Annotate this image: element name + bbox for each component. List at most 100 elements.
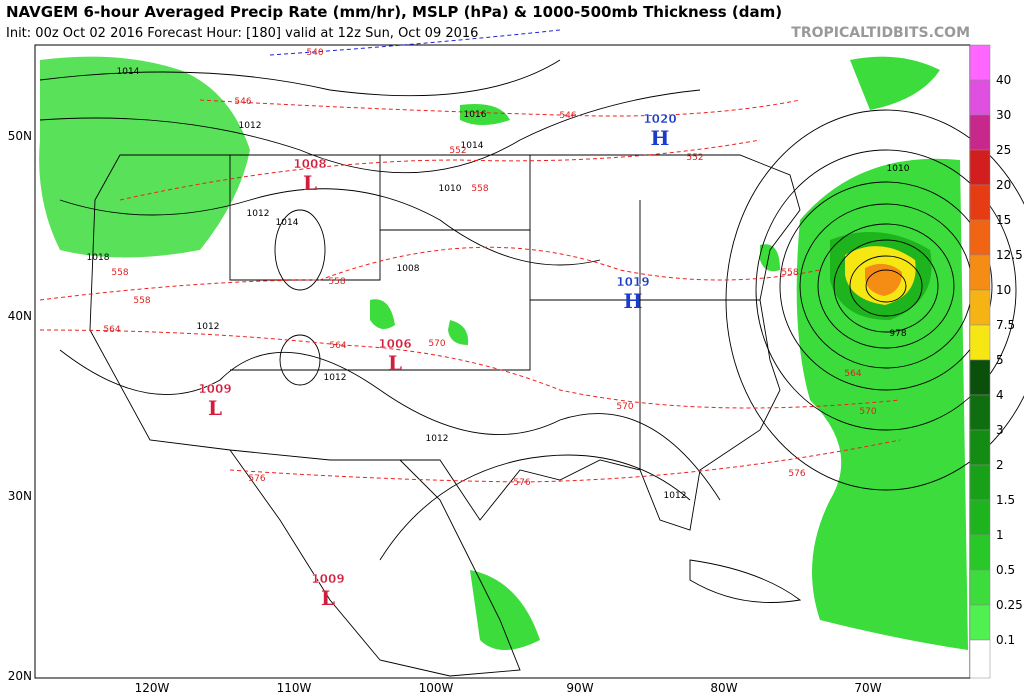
colorbar-label: 20 [996, 178, 1011, 192]
colorbar-segment [969, 464, 991, 501]
center-value: 1009 [198, 382, 231, 396]
center-letter: L [208, 396, 222, 420]
colorbar-segment [969, 114, 991, 151]
colorbar-segment [969, 499, 991, 536]
center-value: 1020 [643, 112, 676, 126]
colorbar-label: 15 [996, 213, 1011, 227]
lon-label: 90W [566, 681, 593, 695]
title: NAVGEM 6-hour Averaged Precip Rate (mm/h… [6, 3, 782, 21]
colorbar-segment [969, 534, 991, 571]
thickness-label: 558 [471, 184, 488, 194]
colorbar-segment [969, 254, 991, 291]
isobar-label: 1012 [247, 209, 270, 219]
center-letter: H [624, 289, 643, 313]
thickness-label: 570 [859, 407, 876, 417]
borders [89, 154, 802, 677]
thickness-label: 558 [328, 277, 345, 287]
lon-label: 80W [710, 681, 737, 695]
lat-label: 30N [8, 489, 32, 503]
colorbar-label: 3 [996, 423, 1004, 437]
isobar-label: 978 [889, 329, 906, 339]
thickness-lines [39, 99, 901, 483]
center-value: 1008 [293, 157, 326, 171]
colorbar-label: 0.25 [996, 598, 1023, 612]
colorbar-segment [969, 184, 991, 221]
thickness-540 [269, 29, 561, 56]
isobar-label: 1010 [887, 164, 910, 174]
isobar-label: 1012 [324, 373, 347, 383]
lon-label: 100W [419, 681, 454, 695]
colorbar-label: 10 [996, 283, 1011, 297]
watermark: TROPICALTIDBITS.COM [791, 25, 970, 41]
thickness-label: 570 [428, 339, 445, 349]
colorbar-label: 0.1 [996, 633, 1015, 647]
colorbar-label: 30 [996, 108, 1011, 122]
center-value: 1019 [616, 275, 649, 289]
thickness-label: 558 [133, 296, 150, 306]
thickness-label: 546 [234, 97, 251, 107]
thickness-label: 540 [306, 48, 323, 58]
thickness-label: 570 [616, 402, 633, 412]
center-letter: L [303, 171, 317, 195]
isobar-label: 1014 [461, 141, 484, 151]
thickness-label: 576 [513, 478, 530, 488]
thickness-label: 558 [781, 268, 798, 278]
isobar-label: 1010 [439, 184, 462, 194]
thickness-label: 546 [559, 111, 576, 121]
lon-label: 70W [854, 681, 881, 695]
thickness-label: 576 [788, 469, 805, 479]
isobar-label: 1008 [397, 264, 420, 274]
lon-label: 120W [135, 681, 170, 695]
isobar-label: 1014 [276, 218, 299, 228]
center-letter: L [321, 586, 335, 610]
isobar-label: 1012 [239, 121, 262, 131]
colorbar-segment [969, 359, 991, 396]
colorbar-label: 1.5 [996, 493, 1015, 507]
colorbar-label: 4 [996, 388, 1004, 402]
colorbar-segment [969, 569, 991, 606]
isobar-label: 1012 [426, 434, 449, 444]
isobar-label: 1014 [117, 67, 140, 77]
isobar-label: 1016 [464, 110, 487, 120]
colorbar-label: 1 [996, 528, 1004, 542]
thickness-label: 564 [844, 369, 861, 379]
center-letter: H [651, 126, 670, 150]
colorbar-label: 0.5 [996, 563, 1015, 577]
isobar-label: 1018 [87, 253, 110, 263]
lat-label: 50N [8, 129, 32, 143]
colorbar-label: 40 [996, 73, 1011, 87]
colorbar-segment [969, 149, 991, 186]
colorbar-label: 12.5 [996, 248, 1023, 262]
colorbar-segment [969, 44, 991, 81]
colorbar-segment [969, 289, 991, 326]
lat-label: 20N [8, 669, 32, 683]
colorbar-label: 5 [996, 353, 1004, 367]
colorbar-segment [969, 219, 991, 256]
colorbar-segment [969, 324, 991, 361]
colorbar-label: 25 [996, 143, 1011, 157]
subtitle: Init: 00z Oct 02 2016 Forecast Hour: [18… [6, 26, 478, 41]
center-letter: L [388, 351, 402, 375]
isobar-label: 1012 [664, 491, 687, 501]
lat-label: 40N [8, 309, 32, 323]
isobars [39, 59, 1024, 561]
colorbar-segment [969, 639, 991, 679]
colorbar-segment [969, 604, 991, 641]
colorbar-segment [969, 79, 991, 116]
lon-label: 110W [277, 681, 312, 695]
precip-areas [39, 56, 968, 650]
thickness-label: 552 [449, 146, 466, 156]
thickness-label: 564 [103, 325, 120, 335]
center-value: 1006 [378, 337, 411, 351]
thickness-label: 552 [686, 153, 703, 163]
colorbar-segment [969, 394, 991, 431]
thickness-label: 558 [111, 268, 128, 278]
colorbar-label: 7.5 [996, 318, 1015, 332]
thickness-label: 564 [329, 341, 346, 351]
colorbar-label: 2 [996, 458, 1004, 472]
center-value: 1009 [311, 572, 344, 586]
colorbar-segment [969, 429, 991, 466]
isobar-label: 1012 [197, 322, 220, 332]
